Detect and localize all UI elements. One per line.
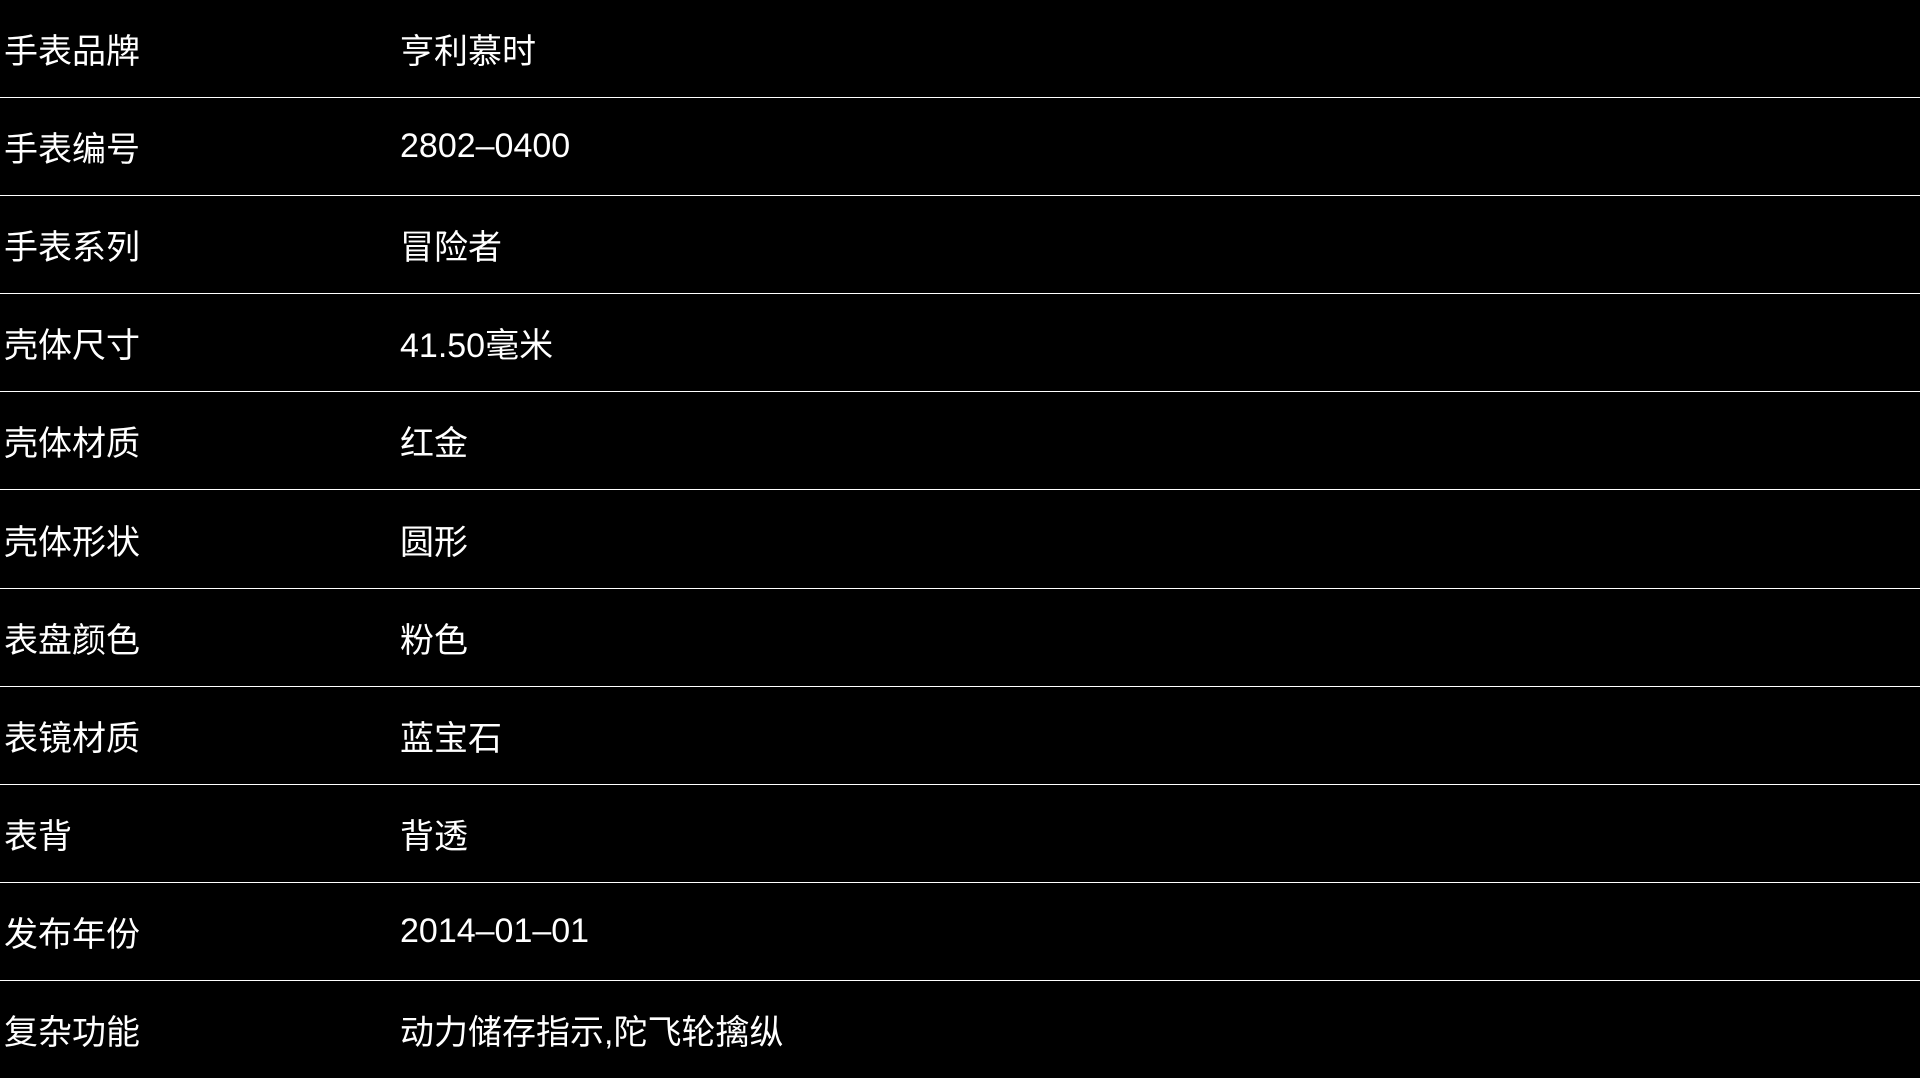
spec-label-crystal-material: 表镜材质 (4, 719, 140, 758)
spec-value-model-number: 2802–0400 (400, 127, 571, 166)
spec-row-model-number: 手表编号 2802–0400 (0, 98, 1920, 197)
spec-row-case-shape: 壳体形状 圆形 (0, 490, 1920, 589)
spec-label-complications: 复杂功能 (4, 1013, 140, 1052)
spec-value-crystal-material: 蓝宝石 (400, 719, 502, 758)
spec-row-crystal-material: 表镜材质 蓝宝石 (0, 687, 1920, 785)
spec-row-case-size: 壳体尺寸 41.50毫米 (0, 294, 1920, 393)
spec-label-model-number: 手表编号 (4, 131, 140, 170)
spec-value-series: 冒险者 (400, 229, 502, 268)
spec-value-brand: 亨利慕时 (400, 33, 536, 72)
spec-row-case-back: 表背 背透 (0, 785, 1920, 883)
spec-value-dial-color: 粉色 (400, 621, 468, 660)
spec-row-case-material: 壳体材质 红金 (0, 392, 1920, 491)
spec-label-dial-color: 表盘颜色 (4, 621, 140, 660)
spec-value-case-material: 红金 (400, 425, 468, 464)
spec-label-case-back: 表背 (4, 817, 72, 856)
spec-row-series: 手表系列 冒险者 (0, 196, 1920, 295)
spec-row-release-year: 发布年份 2014–01–01 (0, 883, 1920, 981)
spec-row-dial-color: 表盘颜色 粉色 (0, 589, 1920, 687)
spec-value-complications: 动力储存指示,陀飞轮擒纵 (400, 1013, 784, 1052)
spec-value-release-year: 2014–01–01 (400, 911, 590, 950)
spec-label-release-year: 发布年份 (4, 915, 140, 954)
spec-label-series: 手表系列 (4, 229, 140, 268)
spec-value-case-size: 41.50毫米 (400, 327, 554, 366)
spec-row-complications: 复杂功能 动力储存指示,陀飞轮擒纵 (0, 981, 1920, 1078)
spec-label-case-size: 壳体尺寸 (4, 327, 140, 366)
spec-label-case-shape: 壳体形状 (4, 523, 140, 562)
spec-value-case-back: 背透 (400, 817, 468, 856)
spec-row-brand: 手表品牌 亨利慕时 (0, 0, 1920, 99)
spec-label-case-material: 壳体材质 (4, 425, 140, 464)
spec-label-brand: 手表品牌 (4, 33, 140, 72)
spec-value-case-shape: 圆形 (400, 523, 468, 562)
